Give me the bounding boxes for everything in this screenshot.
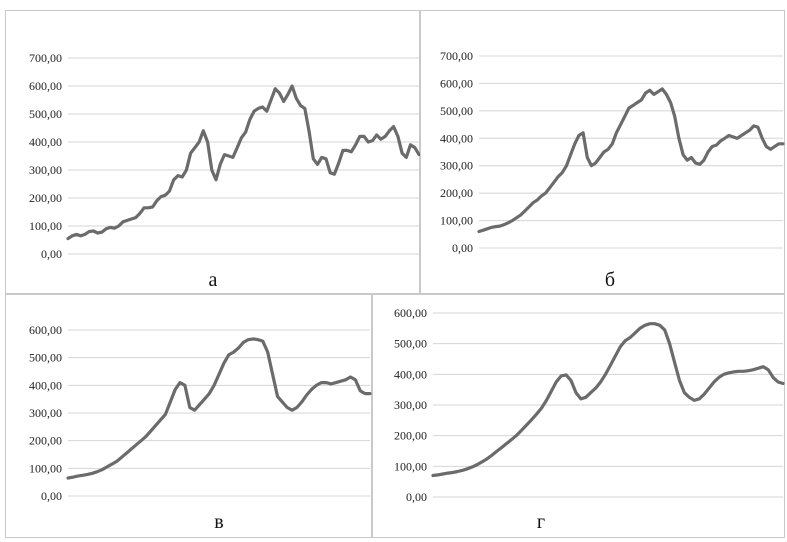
chart-panel-c: 0,00 100,00 200,00 300,00 400,00 500,00 600,00… [5, 294, 372, 538]
chart-panel-a: 0,00 100,00 200,00 300,00 400,00 500,00 600,00… [5, 10, 421, 294]
series-line-a [66, 84, 421, 241]
y-tick-label-d-5: 500,00 [394, 337, 427, 351]
series-line-b [477, 87, 785, 234]
y-tick-label-a-1: 100,00 [29, 219, 62, 233]
y-tick-label-c-1: 100,00 [29, 461, 62, 475]
chart-panel-b: 0,00 100,00 200,00 300,00 400,00 500,00 600,00… [420, 10, 785, 294]
y-tick-label-c-6: 600,00 [29, 323, 62, 337]
y-tick-label-c-4: 400,00 [29, 378, 62, 392]
y-tick-label-c-3: 300,00 [29, 406, 62, 420]
chart-a: 0,00 100,00 200,00 300,00 400,00 500,00 600,00… [29, 51, 421, 261]
y-tick-label-d-0: 0,00 [406, 490, 427, 504]
chart-c: 0,00 100,00 200,00 300,00 400,00 500,00 600,00 [29, 323, 372, 503]
y-tick-label-a-3: 300,00 [29, 163, 62, 177]
y-tick-label-a-6: 600,00 [29, 79, 62, 93]
y-tick-label-a-0: 0,00 [41, 247, 62, 261]
y-tick-label-b-0: 0,00 [452, 241, 473, 255]
y-tick-label-a-4: 400,00 [29, 135, 62, 149]
chart-caption-c: в [214, 511, 224, 533]
y-tick-label-d-1: 100,00 [394, 459, 427, 473]
y-tick-label-b-1: 100,00 [440, 214, 473, 228]
y-tick-label-a-2: 200,00 [29, 191, 62, 205]
y-tick-label-b-3: 300,00 [440, 159, 473, 173]
y-tick-label-b-2: 200,00 [440, 186, 473, 200]
y-tick-label-d-2: 200,00 [394, 429, 427, 443]
y-tick-label-b-6: 600,00 [440, 76, 473, 90]
y-tick-label-a-7: 700,00 [29, 51, 62, 65]
y-tick-label-b-5: 500,00 [440, 104, 473, 118]
y-tick-label-b-4: 400,00 [440, 131, 473, 145]
y-tick-label-b-7: 700,00 [440, 49, 473, 63]
chart-panel-d: 0,00 100,00 200,00 300,00 400,00 500,00 600,00… [372, 294, 785, 538]
y-tick-label-c-5: 500,00 [29, 351, 62, 365]
y-tick-label-d-3: 300,00 [394, 398, 427, 412]
y-tick-label-d-6: 600,00 [394, 306, 427, 320]
y-tick-label-d-4: 400,00 [394, 367, 427, 381]
y-tick-label-a-5: 500,00 [29, 107, 62, 121]
y-tick-label-c-0: 0,00 [41, 489, 62, 503]
chart-caption-a: а [208, 269, 218, 291]
chart-d: 0,00 100,00 200,00 300,00 400,00 500,00 600,00 [394, 306, 785, 504]
chart-caption-b: б [604, 269, 616, 291]
chart-b: 0,00 100,00 200,00 300,00 400,00 500,00 600,00… [440, 49, 785, 255]
series-line-c [66, 337, 372, 480]
y-tick-label-c-2: 200,00 [29, 434, 62, 448]
chart-caption-d: г [536, 511, 546, 533]
series-line-d [431, 322, 785, 478]
